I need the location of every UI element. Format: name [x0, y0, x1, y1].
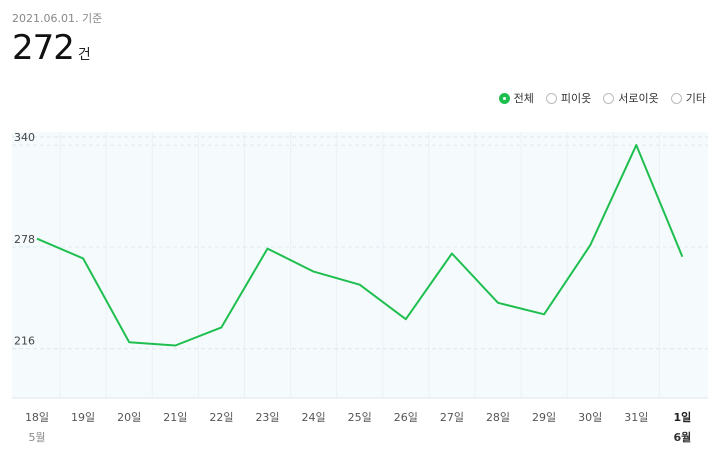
radio-icon: [498, 92, 510, 104]
filter-radio-group: 전체 피이옷 서로이옷 기타: [498, 90, 706, 106]
x-tick-label: 27일: [440, 410, 464, 424]
radio-icon: [670, 92, 682, 104]
x-tick-label: 24일: [302, 410, 326, 424]
filter-all[interactable]: 전체: [498, 90, 534, 106]
x-tick-label: 18일: [25, 410, 49, 424]
x-tick-label: 25일: [348, 410, 372, 424]
filter-label: 기타: [685, 92, 706, 105]
y-tick-label: 278: [14, 233, 35, 246]
filter-label: 전체: [513, 92, 534, 105]
x-tick-label: 22일: [209, 410, 233, 424]
total-unit: 건: [77, 47, 91, 63]
x-tick-label: 1일: [674, 410, 692, 424]
filter-etc[interactable]: 기타: [670, 90, 706, 106]
x-tick-label: 29일: [532, 410, 556, 424]
y-tick-label: 340: [14, 131, 35, 144]
filter-label: 피이옷: [560, 92, 592, 105]
x-tick-label: 30일: [578, 410, 602, 424]
plot-area: [12, 132, 708, 398]
x-tick-label: 23일: [255, 410, 279, 424]
x-tick-label: 19일: [71, 410, 95, 424]
x-tick-label: 21일: [163, 410, 187, 424]
radio-icon: [545, 92, 557, 104]
filter-label: 서로이옷: [618, 92, 659, 105]
radio-icon: [603, 92, 615, 104]
filter-seoroiot[interactable]: 서로이옷: [603, 90, 659, 106]
y-tick-label: 216: [14, 335, 35, 348]
x-tick-label: 28일: [486, 410, 510, 424]
x-tick-label: 31일: [624, 410, 648, 424]
reference-date: 2021.06.01. 기준: [12, 12, 103, 25]
total-value: 272: [12, 28, 75, 68]
month-label: 6월: [674, 430, 692, 444]
month-label: 5월: [28, 431, 45, 444]
total-count: 272 건: [12, 28, 91, 68]
filter-piiot[interactable]: 피이옷: [545, 90, 592, 106]
x-tick-label: 26일: [394, 410, 418, 424]
series-line: [36, 144, 684, 347]
x-tick-label: 20일: [117, 410, 141, 424]
